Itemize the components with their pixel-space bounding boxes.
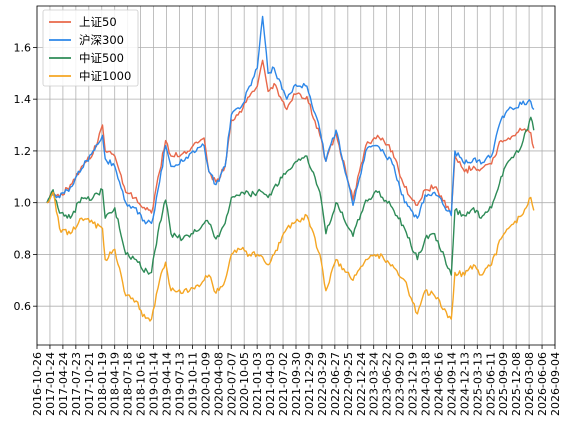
x-tick-label: 2018-10-16 — [135, 352, 148, 416]
x-tick-label: 2020-07-07 — [225, 352, 238, 416]
x-tick-label: 2022-06-27 — [329, 352, 342, 416]
x-tick-label: 2021-04-03 — [264, 352, 277, 416]
series-line — [46, 15, 535, 225]
legend-box — [42, 9, 139, 87]
series-line — [46, 59, 535, 214]
x-tick-label: 2025-06-11 — [484, 352, 497, 416]
x-tick-label: 2021-09-30 — [290, 352, 303, 416]
x-tick-label: 2019-01-14 — [148, 352, 161, 416]
x-tick-label: 2018-04-19 — [109, 352, 122, 416]
x-tick-label: 2023-03-24 — [368, 352, 381, 416]
x-tick-label: 2018-01-19 — [96, 352, 109, 416]
x-tick-label: 2024-03-18 — [420, 352, 433, 416]
x-tick-label: 2025-12-08 — [510, 352, 523, 416]
x-tick-label: 2025-03-13 — [471, 352, 484, 416]
series-layer — [46, 15, 535, 322]
y-tick-label: 1.4 — [14, 93, 32, 106]
x-tick-label: 2017-04-24 — [57, 352, 70, 416]
x-tick-label: 2026-03-08 — [523, 352, 536, 416]
y-tick-label: 1.6 — [14, 41, 32, 54]
x-tick-label: 2017-01-24 — [44, 352, 57, 416]
x-tick-label: 2022-09-25 — [342, 352, 355, 416]
x-tick-label: 2024-06-16 — [432, 352, 445, 416]
x-tick-label: 2021-12-29 — [303, 352, 316, 416]
x-tick-label: 2025-09-09 — [497, 352, 510, 416]
x-tick-label: 2022-12-24 — [355, 352, 368, 416]
x-axis: 2016-10-26 2017-01-24 2017-04-24 2017-07-23… — [31, 345, 562, 416]
x-tick-label: 2023-12-19 — [407, 352, 420, 416]
x-tick-label: 2020-01-09 — [199, 352, 212, 416]
x-tick-label: 2026-09-04 — [549, 352, 562, 416]
legend-label: 上证50 — [79, 15, 117, 29]
x-tick-label: 2023-09-20 — [394, 352, 407, 416]
x-tick-label: 2020-10-05 — [238, 352, 251, 416]
x-tick-label: 2017-07-23 — [70, 352, 83, 416]
x-tick-label: 2019-10-11 — [186, 352, 199, 416]
x-tick-label: 2026-06-06 — [536, 352, 549, 416]
legend-label: 中证500 — [79, 51, 124, 65]
x-tick-label: 2017-10-21 — [83, 352, 96, 416]
y-tick-label: 0.6 — [14, 300, 32, 313]
x-tick-label: 2022-03-29 — [316, 352, 329, 416]
x-tick-label: 2018-07-18 — [122, 352, 135, 416]
legend-label: 沪深300 — [79, 33, 124, 47]
x-tick-label: 2024-12-13 — [458, 352, 471, 416]
x-tick-label: 2019-04-14 — [161, 352, 174, 416]
x-tick-label: 2021-07-02 — [277, 352, 290, 416]
x-tick-label: 2016-10-26 — [31, 352, 44, 416]
y-tick-label: 0.8 — [14, 248, 32, 261]
x-tick-label: 2023-06-22 — [381, 352, 394, 416]
legend: 上证50 沪深300 中证500 中证1000 — [42, 9, 139, 87]
x-tick-label: 2020-04-08 — [212, 352, 225, 416]
series-line — [46, 116, 535, 276]
y-axis: 0.6 0.8 1.0 1.2 1.4 1.6 — [14, 41, 37, 313]
x-tick-label: 2021-01-03 — [251, 352, 264, 416]
x-tick-label: 2024-09-14 — [445, 352, 458, 416]
y-tick-label: 1.2 — [14, 145, 32, 158]
series-line — [46, 191, 535, 322]
legend-label: 中证1000 — [79, 69, 131, 83]
x-tick-label: 2019-07-13 — [173, 352, 186, 416]
y-tick-label: 1.0 — [14, 197, 32, 210]
